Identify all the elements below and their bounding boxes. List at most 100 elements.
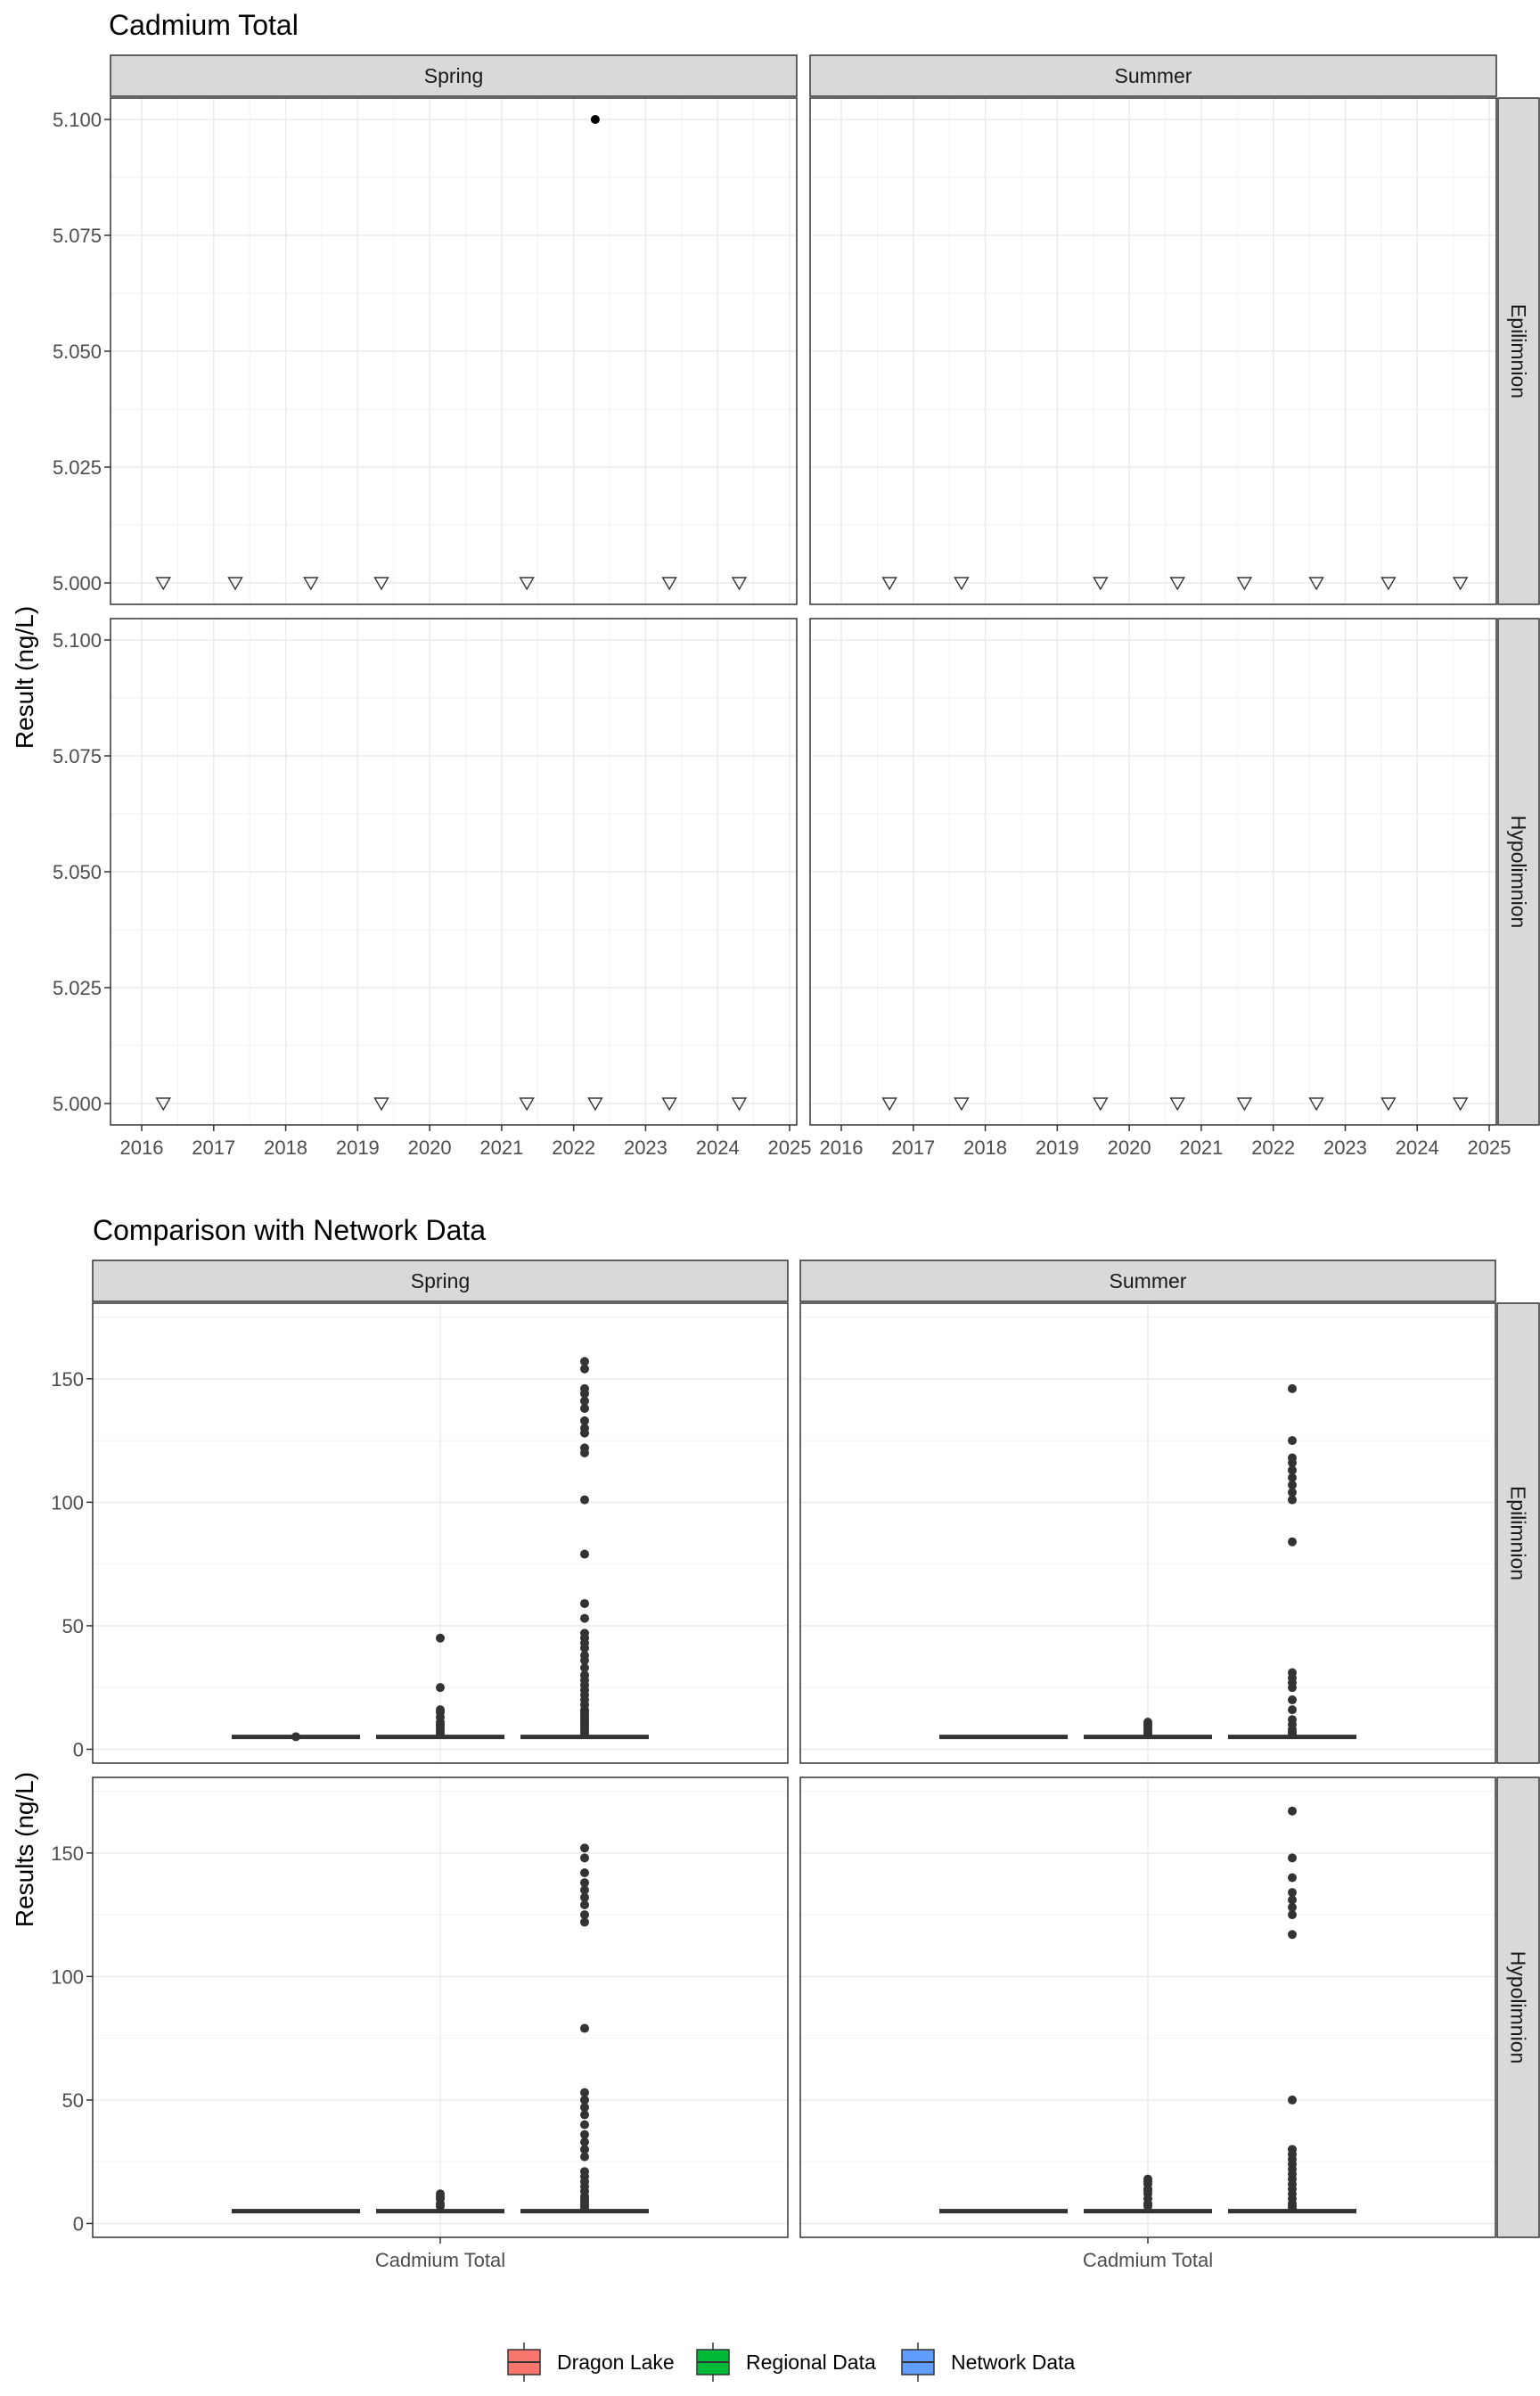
outlier-point: [580, 1655, 589, 1665]
panel-summer-epilimnion: [809, 97, 1497, 605]
strip-summer-bg: [809, 54, 1497, 97]
below-detection-point: [1093, 1097, 1109, 1112]
box-median: [520, 2209, 649, 2214]
y-tick-label: 50: [62, 2089, 84, 2112]
outlier-point: [1288, 1683, 1297, 1693]
outlier-point: [1288, 1480, 1297, 1489]
y-tick-label: 5.050: [53, 861, 102, 883]
x-tick-label: 2021: [479, 1136, 523, 1159]
panel-spring-epilimnion: [110, 97, 798, 605]
below-detection-point: [155, 577, 171, 591]
below-detection-point: [731, 1097, 748, 1112]
chart-2-title: Comparison with Network Data: [93, 1214, 486, 1246]
x-tick-label: 2023: [1323, 1136, 1367, 1159]
chart-1-y-axis-title: Result (ng/L): [11, 606, 38, 749]
strip-hypolimnion-label: Hypolimnion: [1507, 816, 1530, 929]
panel-spring-hypolimnion: [92, 1776, 789, 2238]
x-tick-label: 2016: [820, 1136, 864, 1159]
box-median: [939, 2209, 1068, 2214]
box-median: [1084, 1735, 1212, 1740]
box-median: [1084, 2209, 1212, 2214]
outlier-point: [580, 1396, 589, 1406]
x-tick-label: 2018: [264, 1136, 307, 1159]
strip-summer-label: Summer: [1115, 64, 1192, 87]
box-network-data: [1228, 1806, 1356, 2214]
y-tick-label: 0: [73, 1738, 84, 1760]
below-detection-point: [227, 577, 243, 591]
strip-epilimnion-bg: [1497, 97, 1540, 605]
strip-summer-bg: [799, 1260, 1496, 1302]
box-median: [1228, 1735, 1356, 1740]
x-tick-label: 2023: [624, 1136, 668, 1159]
outlier-point: [1288, 1705, 1297, 1715]
strip-epilimnion-label: Epilimnion: [1507, 304, 1530, 398]
panel-spring-epilimnion: [92, 1302, 789, 1764]
y-tick-label: 5.000: [53, 1093, 102, 1115]
box-median: [232, 1735, 360, 1740]
outlier-point: [1288, 1873, 1297, 1883]
legend: Dragon Lake Regional Data Network Data: [507, 2343, 1076, 2382]
x-tick-label: 2016: [120, 1136, 164, 1159]
box-regional-data: [1084, 1717, 1212, 1740]
outlier-point: [580, 1448, 589, 1457]
panel-border: [809, 618, 1497, 1126]
box-network-data: [520, 1357, 649, 1740]
below-detection-point: [373, 1097, 389, 1112]
box-dragon-lake: [232, 2209, 360, 2214]
x-tick-label: 2025: [768, 1136, 812, 1159]
below-detection-point: [661, 1097, 677, 1112]
outlier-point: [1288, 1465, 1297, 1475]
x-tick-label: 2025: [1468, 1136, 1511, 1159]
strip-epilimnion-label: Epilimnion: [1507, 1486, 1530, 1580]
outlier-point: [580, 1404, 589, 1414]
outlier-point: [580, 1415, 589, 1425]
y-tick-label: 0: [73, 2212, 84, 2235]
x-tick-label: 2022: [1251, 1136, 1295, 1159]
panel-summer-epilimnion: [799, 1302, 1496, 1764]
box-median: [232, 2209, 360, 2214]
outlier-point: [436, 1633, 445, 1643]
outlier-point: [580, 1892, 589, 1902]
outlier-point: [1288, 1436, 1297, 1446]
y-tick-label: 5.075: [53, 745, 102, 767]
panel-summer-hypolimnion: [799, 1776, 1496, 2238]
outlier-point: [580, 1495, 589, 1505]
y-tick-label: 5.000: [53, 572, 102, 595]
outlier-point: [580, 1878, 589, 1888]
outlier-point: [580, 1428, 589, 1438]
below-detection-point: [1308, 577, 1324, 591]
below-detection-point: [1380, 577, 1397, 591]
outlier-point: [580, 2110, 589, 2120]
y-tick-label: 100: [51, 1491, 84, 1514]
outlier-point: [1288, 1458, 1297, 1468]
box-dragon-lake: [939, 1735, 1068, 1740]
outlier-point: [580, 1389, 589, 1399]
below-detection-point: [661, 577, 677, 591]
box-median: [376, 1735, 504, 1740]
panel-border: [809, 97, 1497, 605]
legend-label: Network Data: [951, 2351, 1076, 2374]
outlier-point: [580, 2152, 589, 2162]
outlier-point: [580, 2138, 589, 2147]
outlier-point: [1288, 1853, 1297, 1863]
below-detection-point: [1452, 1097, 1469, 1112]
outlier-point: [580, 1917, 589, 1927]
y-tick-label: 5.025: [53, 977, 102, 999]
box-median: [520, 1735, 649, 1740]
below-detection-point: [881, 577, 897, 591]
below-detection-point: [519, 1097, 535, 1112]
legend-entry-regional-data: Regional Data: [696, 2343, 876, 2382]
outlier-point: [580, 1885, 589, 1895]
strip-hypolimnion-label: Hypolimnion: [1507, 1951, 1530, 2064]
y-tick-label: 5.050: [53, 341, 102, 363]
outlier-point: [1288, 1383, 1297, 1393]
x-tick-label: 2018: [963, 1136, 1007, 1159]
outlier-point: [1288, 1888, 1297, 1898]
legend-label: Dragon Lake: [557, 2351, 675, 2374]
panel-spring-hypolimnion: [110, 618, 798, 1126]
below-detection-point: [155, 1097, 171, 1112]
strip-spring-label: Spring: [424, 64, 483, 87]
outlier-point: [1288, 1902, 1297, 1912]
x-tick-label: 2019: [336, 1136, 380, 1159]
